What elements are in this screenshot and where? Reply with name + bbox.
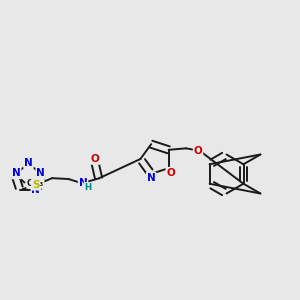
Text: O: O — [166, 168, 175, 178]
Text: S: S — [32, 180, 39, 190]
Text: H: H — [84, 183, 91, 192]
Text: N: N — [147, 173, 156, 183]
Text: O: O — [91, 154, 99, 164]
Text: N: N — [12, 169, 21, 178]
Text: N: N — [24, 158, 33, 168]
Text: N: N — [32, 185, 40, 195]
Text: O: O — [194, 146, 202, 156]
Text: N: N — [79, 178, 87, 188]
Text: N: N — [36, 169, 45, 178]
Text: CH₃: CH₃ — [27, 179, 44, 188]
